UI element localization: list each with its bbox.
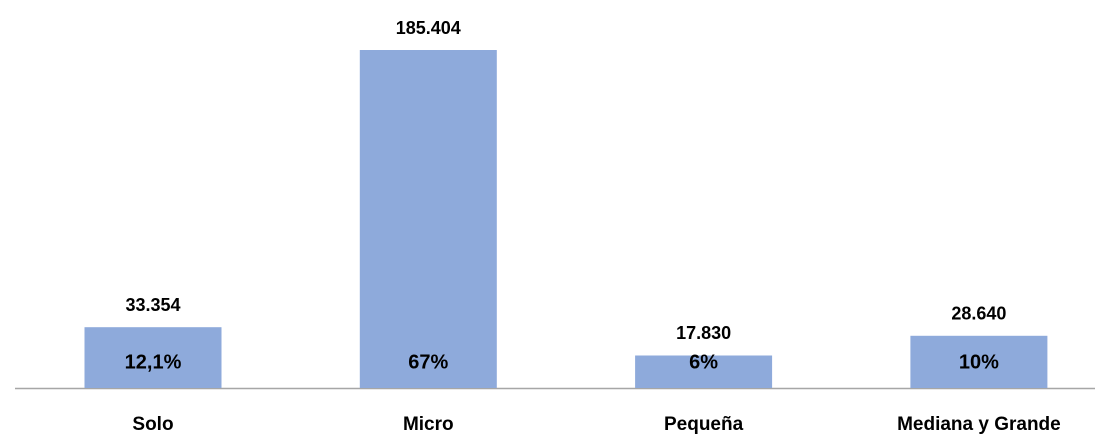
percent-label: 67%: [408, 351, 448, 373]
percent-label: 6%: [689, 351, 718, 373]
value-label: 33.354: [125, 295, 180, 315]
value-label: 28.640: [951, 304, 1006, 324]
value-label: 185.404: [396, 18, 461, 38]
value-label: 17.830: [676, 323, 731, 343]
x-tick-label: Pequeña: [664, 414, 744, 435]
bar: [84, 327, 222, 388]
x-tick-label: Mediana y Grande: [897, 414, 1061, 435]
x-tick-label: Solo: [132, 414, 173, 435]
bar: [359, 50, 497, 388]
percent-label: 10%: [959, 351, 999, 373]
percent-label: 12,1%: [125, 351, 182, 373]
x-tick-label: Micro: [403, 414, 454, 435]
bar: [635, 355, 773, 388]
bar: [910, 335, 1048, 388]
